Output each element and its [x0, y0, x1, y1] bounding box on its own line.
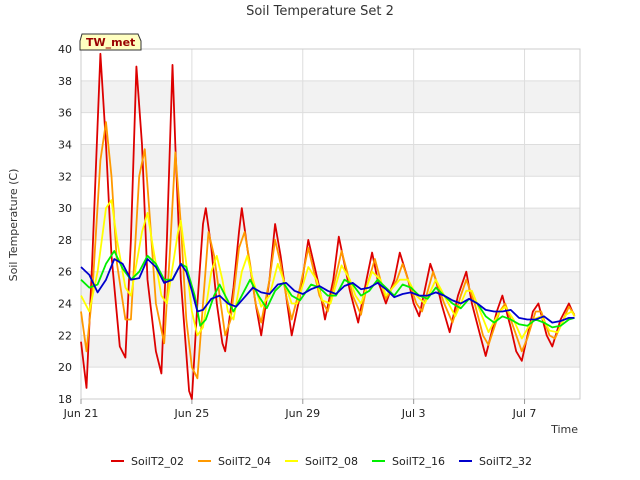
plot-band — [81, 49, 580, 81]
x-tick-label: Jul 3 — [401, 407, 426, 420]
series-line-soilt2_08 — [80, 199, 576, 340]
plot-band — [81, 239, 580, 272]
series-lines — [80, 52, 576, 400]
y-tick-label: 24 — [58, 298, 72, 311]
y-tick-label: 30 — [58, 202, 72, 215]
series-line-soilt2_32 — [80, 258, 575, 324]
y-tick-label: 32 — [58, 170, 72, 183]
plot-band — [81, 208, 580, 240]
legend: SoilT2_02 SoilT2_04 SoilT2_08 SoilT2_16 Soil… — [111, 455, 532, 468]
plot-bands — [81, 49, 580, 399]
x-tick-label: Jun 21 — [63, 407, 99, 420]
x-tick-label: Jun 29 — [284, 407, 320, 420]
legend-label: SoilT2_32 — [479, 455, 532, 468]
y-tick-label: 18 — [58, 393, 72, 406]
y-tick-label: 20 — [58, 361, 72, 374]
y-tick-label: 38 — [58, 75, 72, 88]
x-axis-label: Time — [550, 423, 578, 436]
y-tick-label: 28 — [58, 234, 72, 247]
y-tick-label: 22 — [58, 329, 72, 342]
plot-band — [81, 176, 580, 209]
y-tick-label: 40 — [58, 43, 72, 56]
series-line-soilt2_16 — [80, 250, 575, 329]
y-tick-label: 34 — [58, 138, 72, 151]
plot-band — [81, 80, 580, 113]
plot-band — [81, 112, 580, 145]
x-tick-label: Jul 7 — [512, 407, 537, 420]
tw-met-badge: TW_met — [79, 33, 142, 51]
chart-title: Soil Temperature Set 2 — [246, 4, 394, 19]
x-tick-label: Jun 25 — [174, 407, 210, 420]
x-axis-ticks: Jun 21 Jun 25 Jun 29 Jul 3 Jul 7 — [63, 399, 537, 420]
series-line-soilt2_04 — [80, 121, 576, 380]
y-axis-label: Soil Temperature (C) — [7, 169, 20, 282]
y-tick-label: 36 — [58, 107, 72, 120]
badge-box — [79, 33, 142, 51]
legend-label: SoilT2_04 — [218, 455, 271, 468]
plot-band — [81, 144, 580, 177]
plot-border — [80, 48, 581, 400]
legend-label: SoilT2_02 — [131, 455, 184, 468]
y-axis-ticks: 18 20 22 24 26 28 30 32 34 36 38 40 — [58, 43, 72, 406]
legend-label: SoilT2_16 — [392, 455, 445, 468]
y-tick-label: 26 — [58, 266, 72, 279]
legend-label: SoilT2_08 — [305, 455, 358, 468]
badge-label: TW_met — [86, 36, 135, 49]
plot-band — [81, 367, 580, 399]
